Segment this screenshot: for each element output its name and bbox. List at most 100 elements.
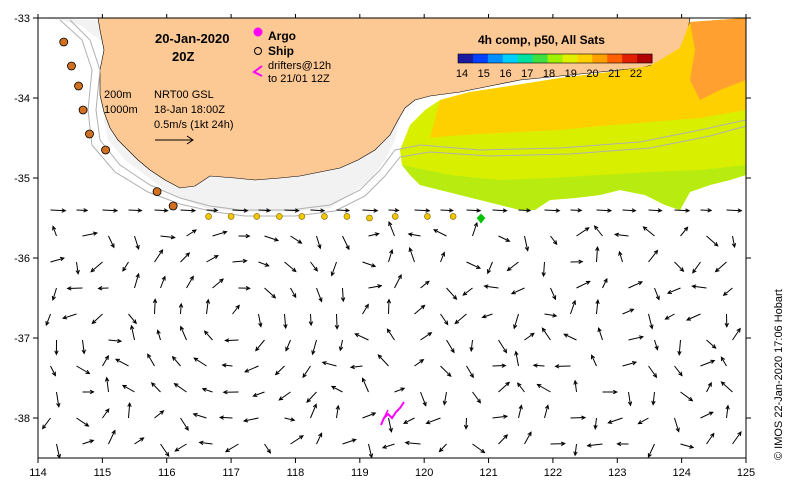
sst-point — [227, 213, 235, 220]
current-arrow — [255, 339, 265, 352]
colorbar-tick-label: 17 — [521, 68, 533, 80]
colorbar-title: 4h comp, p50, All Sats — [478, 33, 605, 47]
current-arrow — [700, 359, 716, 367]
current-arrow — [334, 313, 340, 330]
current-arrow — [714, 261, 727, 273]
x-tick-label: 114 — [29, 467, 47, 479]
current-arrow — [362, 208, 379, 213]
sst-point — [321, 213, 328, 220]
current-arrow — [492, 414, 509, 419]
current-arrow — [570, 208, 583, 213]
current-arrow — [595, 245, 600, 263]
sst-hot-band — [690, 18, 746, 100]
current-arrow — [222, 389, 239, 395]
current-arrow — [576, 227, 590, 237]
current-arrow — [368, 232, 380, 237]
colorbar-segment — [577, 54, 593, 63]
map-time: 20Z — [172, 49, 194, 64]
current-arrow — [310, 261, 318, 272]
current-arrow — [414, 304, 426, 315]
current-arrow — [154, 208, 169, 213]
current-arrow — [290, 435, 304, 445]
current-arrow — [152, 298, 158, 315]
current-arrow — [278, 391, 291, 401]
product-label: NRT00 GSL — [154, 89, 214, 101]
current-arrow — [180, 417, 189, 431]
current-arrow — [50, 256, 65, 263]
current-arrow — [160, 443, 170, 457]
current-arrow — [362, 412, 377, 419]
current-arrow — [518, 208, 532, 213]
x-tick-label: 116 — [158, 467, 176, 479]
current-arrow — [570, 259, 584, 264]
current-arrow — [394, 387, 406, 393]
drifter-legend-line1: drifters@12h — [268, 60, 331, 72]
current-arrow — [654, 339, 659, 351]
current-arrow — [506, 261, 519, 272]
current-arrow — [446, 339, 455, 354]
colorbar-tick-label: 20 — [586, 68, 598, 80]
current-arrow — [201, 387, 213, 393]
current-arrow — [492, 363, 507, 368]
current-arrow — [607, 417, 623, 424]
current-arrow — [404, 440, 421, 446]
current-arrow — [45, 313, 51, 327]
current-arrow — [192, 412, 207, 419]
current-arrow — [205, 298, 211, 315]
current-arrow — [483, 284, 499, 289]
current-arrow — [76, 417, 90, 427]
current-arrow — [674, 417, 680, 433]
current-arrow — [154, 248, 164, 263]
sst-point — [391, 213, 399, 220]
y-tick-label: -33 — [14, 13, 30, 25]
current-arrow — [648, 208, 663, 213]
current-arrow — [700, 208, 713, 213]
drifter-legend-line2: to 21/01 12Z — [268, 73, 330, 85]
current-arrow — [156, 329, 161, 341]
ship-legend-label: Ship — [268, 44, 294, 58]
current-arrow — [122, 261, 129, 272]
colorbar-tick-label: 18 — [543, 68, 555, 80]
x-tick-label: 120 — [415, 467, 433, 479]
x-tick-label: 117 — [222, 467, 240, 479]
current-arrow — [541, 261, 546, 278]
colorbar-segment — [517, 54, 534, 63]
x-tick-label: 124 — [672, 467, 690, 479]
current-arrow — [487, 261, 493, 275]
sst-point — [424, 213, 431, 220]
current-arrow — [82, 231, 99, 237]
current-arrow — [498, 339, 508, 354]
argo-float-markers — [59, 37, 178, 211]
colorbar-segment — [562, 54, 578, 63]
current-arrow — [498, 434, 509, 445]
current-arrow — [51, 287, 57, 302]
drifter-track-2 — [382, 409, 389, 421]
current-arrow — [242, 417, 259, 423]
current-arrow — [316, 287, 323, 303]
current-arrow — [388, 208, 400, 213]
x-tick-label: 122 — [544, 467, 562, 479]
argo-legend-icon — [253, 27, 263, 37]
current-arrow — [178, 302, 184, 315]
current-arrow — [654, 287, 660, 301]
ship-sst-markers — [205, 213, 457, 222]
current-arrow — [597, 327, 603, 341]
current-arrow — [420, 391, 427, 407]
current-arrow — [466, 208, 482, 213]
current-arrow — [238, 233, 251, 239]
current-arrow — [180, 208, 197, 213]
current-arrow — [180, 252, 191, 263]
x-tick-label: 115 — [94, 467, 112, 479]
colorbar-ticks: 14 15 16 17 18 19 20 21 22 — [456, 68, 642, 80]
current-arrow — [466, 261, 482, 269]
current-arrow — [432, 229, 447, 237]
current-arrow — [81, 339, 86, 355]
current-arrow — [407, 232, 421, 237]
colorbar-tick-label: 22 — [630, 68, 642, 80]
current-arrow — [66, 286, 83, 291]
current-arrow — [651, 391, 656, 406]
current-arrow — [570, 415, 587, 420]
current-arrow — [284, 261, 297, 273]
current-arrow — [258, 208, 272, 213]
current-arrow — [591, 354, 597, 367]
